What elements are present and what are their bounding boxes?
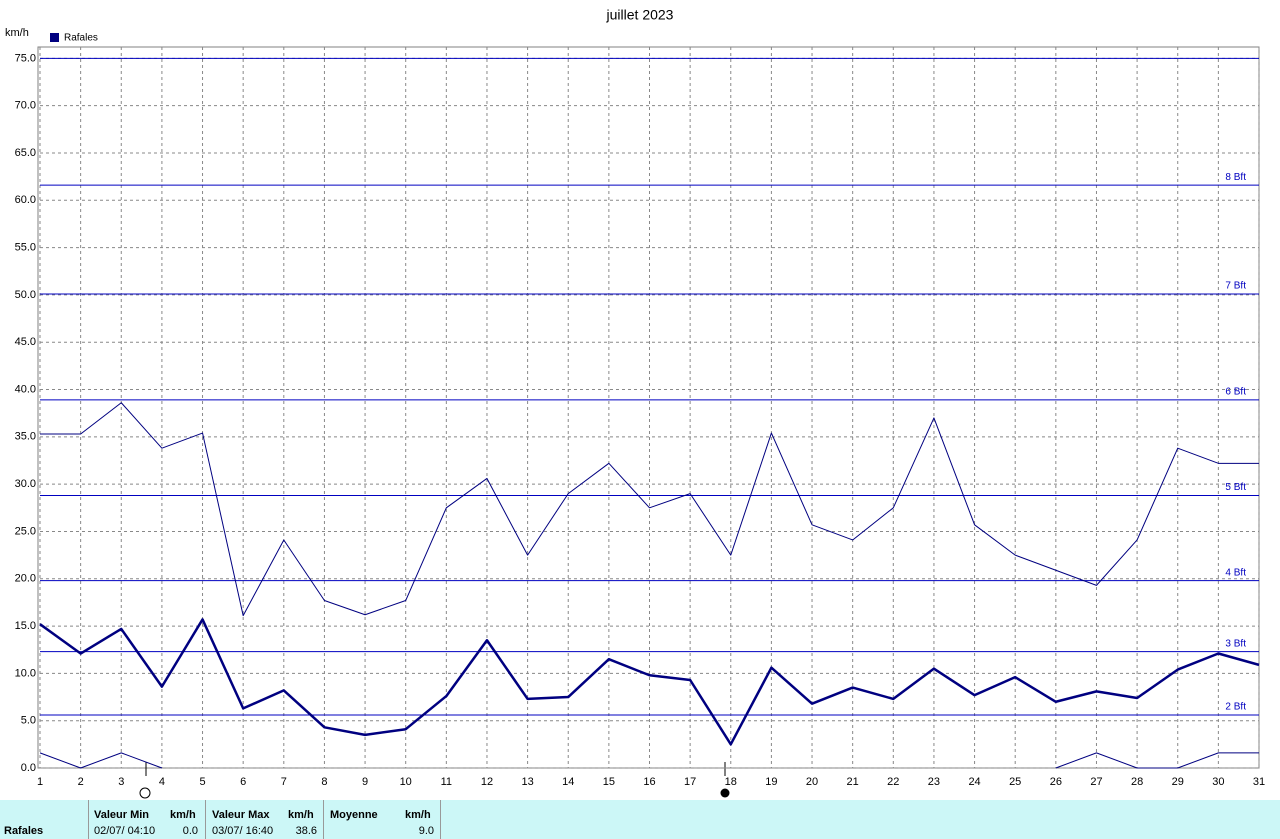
x-tick-label: 13 xyxy=(521,776,533,788)
x-tick-label: 18 xyxy=(725,776,737,788)
series-line xyxy=(40,402,1259,617)
x-tick-label: 6 xyxy=(240,776,246,788)
y-tick-label: 0.0 xyxy=(21,762,36,774)
y-tick-label: 40.0 xyxy=(15,383,36,395)
threshold-label: 4 Bft xyxy=(1225,567,1246,578)
x-tick-label: 19 xyxy=(765,776,777,788)
y-tick-label: 65.0 xyxy=(15,147,36,159)
x-tick-label: 29 xyxy=(1172,776,1184,788)
x-tick-label: 24 xyxy=(968,776,980,788)
x-tick-label: 1 xyxy=(37,776,43,788)
y-unit: km/h xyxy=(5,27,29,39)
x-tick-label: 17 xyxy=(684,776,696,788)
y-tick-label: 75.0 xyxy=(15,52,36,64)
x-tick-label: 7 xyxy=(281,776,287,788)
x-tick-label: 11 xyxy=(441,776,452,788)
legend-label: Rafales xyxy=(64,33,98,44)
header: km/h xyxy=(288,809,314,821)
x-tick-label: 12 xyxy=(481,776,493,788)
series-line xyxy=(39,752,1259,769)
x-tick-label: 16 xyxy=(643,776,655,788)
threshold-label: 2 Bft xyxy=(1225,702,1246,713)
max-value: 38.6 xyxy=(295,825,317,837)
x-tick-label: 20 xyxy=(806,776,818,788)
legend-swatch xyxy=(50,33,59,42)
summary-table: Rafales Valeur Min km/h 02/07/ 04:10 0.0… xyxy=(0,800,1280,839)
y-tick-label: 10.0 xyxy=(15,667,36,679)
x-tick-label: 28 xyxy=(1131,776,1143,788)
x-tick-label: 8 xyxy=(321,776,327,788)
header: Moyenne xyxy=(330,809,378,821)
chart: juillet 2023 km/h Rafales 0.0 5.0 10.0 15.0… xyxy=(5,7,1265,799)
x-tick-label: 21 xyxy=(847,776,859,788)
threshold-label: 3 Bft xyxy=(1225,638,1246,649)
min-time: 02/07/ 04:10 xyxy=(94,825,156,837)
x-tick-label: 14 xyxy=(562,776,574,788)
y-tick-label: 70.0 xyxy=(15,100,36,112)
x-tick-label: 3 xyxy=(118,776,124,788)
y-tick-label: 15.0 xyxy=(15,620,36,632)
x-tick-label: 22 xyxy=(887,776,899,788)
moon-icon xyxy=(720,788,730,798)
min-value: 0.0 xyxy=(182,825,198,837)
header: km/h xyxy=(405,809,431,821)
x-tick-label: 5 xyxy=(199,776,205,788)
x-tick-label: 9 xyxy=(362,776,368,788)
threshold-label: 8 Bft xyxy=(1225,172,1246,183)
mean-value: 9.0 xyxy=(418,825,434,837)
threshold-label: 5 Bft xyxy=(1225,482,1246,493)
y-tick-label: 45.0 xyxy=(15,336,36,348)
y-tick-label: 60.0 xyxy=(15,194,36,206)
x-tick-label: 15 xyxy=(603,776,615,788)
header: Valeur Max xyxy=(212,809,270,821)
y-tick-label: 35.0 xyxy=(15,431,36,443)
x-tick-label: 10 xyxy=(400,776,412,788)
x-tick-label: 31 xyxy=(1253,776,1265,788)
x-tick-label: 4 xyxy=(159,776,165,788)
y-tick-label: 55.0 xyxy=(15,241,36,253)
y-tick-label: 30.0 xyxy=(15,478,36,490)
x-tick-label: 27 xyxy=(1090,776,1102,788)
moon-icon xyxy=(139,787,151,799)
header: km/h xyxy=(170,809,196,821)
chart-title: juillet 2023 xyxy=(606,7,674,23)
x-tick-label: 25 xyxy=(1009,776,1021,788)
threshold-label: 6 Bft xyxy=(1225,387,1246,398)
y-tick-label: 25.0 xyxy=(15,525,36,537)
max-time: 03/07/ 16:40 xyxy=(212,825,274,837)
header: Valeur Min xyxy=(94,809,150,821)
series-line xyxy=(39,618,1260,746)
x-tick-label: 26 xyxy=(1050,776,1062,788)
y-tick-label: 50.0 xyxy=(15,289,36,301)
y-tick-label: 20.0 xyxy=(15,573,36,585)
row-label: Rafales xyxy=(4,825,44,837)
y-tick-label: 5.0 xyxy=(21,715,36,727)
threshold-label: 7 Bft xyxy=(1225,281,1246,292)
x-tick-label: 2 xyxy=(78,776,84,788)
x-tick-label: 23 xyxy=(928,776,940,788)
x-tick-label: 30 xyxy=(1212,776,1224,788)
